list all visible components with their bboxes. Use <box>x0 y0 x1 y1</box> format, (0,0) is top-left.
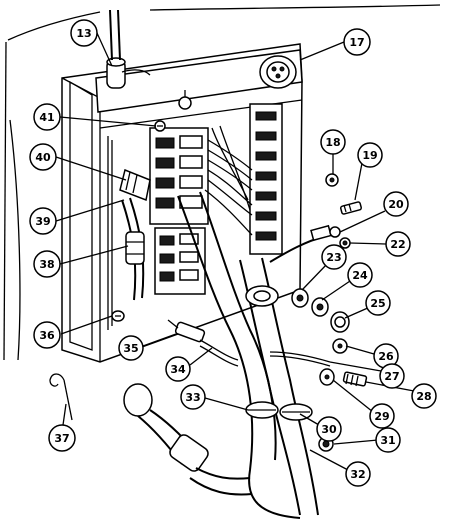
screw-19 <box>340 201 362 215</box>
callout-26: 26 <box>373 343 399 369</box>
washer-24 <box>311 297 329 317</box>
callout-27: 27 <box>379 363 405 389</box>
callout-31: 31 <box>375 427 401 453</box>
callout-17-label: 17 <box>349 36 364 49</box>
callout-39: 39 <box>29 207 57 235</box>
callout-29-label: 29 <box>374 410 389 423</box>
terminal-block-lower <box>154 227 206 295</box>
callout-13-label: 13 <box>76 27 91 40</box>
callout-39-label: 39 <box>35 215 50 228</box>
callout-36: 36 <box>33 321 61 349</box>
washer-23 <box>291 288 309 308</box>
wall-outline <box>3 4 441 361</box>
callout-36-label: 36 <box>39 329 55 342</box>
callout-20: 20 <box>383 191 409 217</box>
top-cable-grommet <box>106 9 151 89</box>
callout-20-label: 20 <box>388 198 404 211</box>
nut-25 <box>330 311 350 333</box>
callout-30-label: 30 <box>321 423 337 436</box>
cable-34 <box>199 339 239 367</box>
callout-28-label: 28 <box>416 390 431 403</box>
callout-23-label: 23 <box>326 251 341 264</box>
callout-37-label: 37 <box>54 432 69 445</box>
flexible-hose-32 <box>123 383 253 496</box>
callout-18-label: 18 <box>325 136 340 149</box>
hose-fitting <box>245 285 279 307</box>
washer-18 <box>325 173 339 187</box>
callout-23: 23 <box>321 244 347 270</box>
callout-26-label: 26 <box>378 350 394 363</box>
callout-41-label: 41 <box>39 111 54 124</box>
callout-25: 25 <box>365 290 391 316</box>
callout-38-label: 38 <box>39 258 54 271</box>
callout-22-label: 22 <box>390 238 405 251</box>
wire-27 <box>269 351 331 367</box>
callout-19-label: 19 <box>362 149 377 162</box>
callout-40: 40 <box>29 143 57 171</box>
callout-32: 32 <box>345 461 371 487</box>
callout-18: 18 <box>320 129 346 155</box>
box-cover <box>95 49 303 113</box>
terminal-block-upper <box>149 127 209 225</box>
callout-25-label: 25 <box>370 297 385 310</box>
callout-34-label: 34 <box>170 363 186 376</box>
cover-screw <box>178 96 192 110</box>
sleeve-38 <box>125 231 145 265</box>
callout-30: 30 <box>316 416 342 442</box>
leader-lines <box>55 32 415 471</box>
clamp-33 <box>245 401 279 419</box>
callout-24-label: 24 <box>352 269 368 282</box>
callout-19: 19 <box>357 142 383 168</box>
callout-33: 33 <box>180 384 206 410</box>
callout-38: 38 <box>33 250 61 278</box>
callout-35-label: 35 <box>123 342 138 355</box>
screw-36 <box>111 310 125 322</box>
callout-33-label: 33 <box>185 391 200 404</box>
callout-24: 24 <box>347 262 373 288</box>
screw-28 <box>342 371 368 387</box>
hook-37 <box>49 373 73 421</box>
ground-wire-20 <box>269 224 341 263</box>
washer-29 <box>319 368 335 386</box>
callout-22: 22 <box>385 231 411 257</box>
callout-13: 13 <box>70 19 98 47</box>
callout-28: 28 <box>411 383 437 409</box>
internal-wire-bundle <box>204 125 253 236</box>
terminal-strip-right <box>249 103 283 255</box>
callout-37: 37 <box>48 424 76 452</box>
callout-41: 41 <box>33 103 61 131</box>
callout-29: 29 <box>369 403 395 429</box>
callout-31-label: 31 <box>380 434 395 447</box>
screw-41 <box>154 120 166 132</box>
callout-40-label: 40 <box>35 151 51 164</box>
cable-connector-40 <box>119 168 151 202</box>
callout-27-label: 27 <box>384 370 399 383</box>
nut-22 <box>339 237 351 249</box>
callout-34: 34 <box>165 356 191 382</box>
receptacle-connector <box>259 55 297 89</box>
washer-26 <box>332 338 348 354</box>
callout-17: 17 <box>343 28 371 56</box>
connector-35 <box>167 319 206 343</box>
callout-35: 35 <box>118 335 144 361</box>
callout-32-label: 32 <box>350 468 365 481</box>
